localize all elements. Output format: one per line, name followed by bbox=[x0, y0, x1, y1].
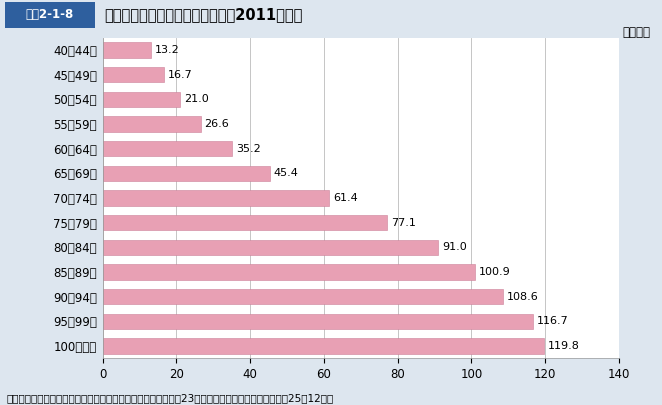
Text: 119.8: 119.8 bbox=[548, 341, 580, 351]
Text: 年齢階級別の１人当たり医療費（2011年度）: 年齢階級別の１人当たり医療費（2011年度） bbox=[105, 7, 303, 22]
Text: 45.4: 45.4 bbox=[274, 168, 299, 178]
Bar bbox=[103, 289, 503, 305]
Bar bbox=[103, 67, 164, 82]
Bar bbox=[103, 166, 270, 181]
Bar bbox=[103, 190, 329, 206]
Text: 91.0: 91.0 bbox=[442, 243, 467, 252]
Text: （万円）: （万円） bbox=[623, 26, 651, 39]
Bar bbox=[103, 264, 475, 280]
Text: 資料：厚生労働省保険局「医療保険に関する基礎資料　～平成23年度の医療費等の状況～」（平成25年12月）: 資料：厚生労働省保険局「医療保険に関する基礎資料 ～平成23年度の医療費等の状況… bbox=[7, 393, 334, 403]
Bar bbox=[103, 215, 387, 230]
Bar bbox=[103, 92, 180, 107]
Bar bbox=[5, 2, 95, 28]
Bar bbox=[103, 141, 232, 156]
Text: 13.2: 13.2 bbox=[155, 45, 180, 55]
Text: 35.2: 35.2 bbox=[236, 144, 261, 153]
Text: 61.4: 61.4 bbox=[333, 193, 357, 203]
Text: 16.7: 16.7 bbox=[168, 70, 193, 80]
Bar bbox=[103, 116, 201, 132]
Bar bbox=[103, 314, 533, 329]
Bar bbox=[103, 43, 152, 58]
Text: 100.9: 100.9 bbox=[479, 267, 510, 277]
Text: 図表2-1-8: 図表2-1-8 bbox=[26, 8, 74, 21]
Bar bbox=[103, 339, 544, 354]
Text: 116.7: 116.7 bbox=[537, 316, 569, 326]
Text: 21.0: 21.0 bbox=[184, 94, 209, 104]
Text: 26.6: 26.6 bbox=[205, 119, 229, 129]
Text: 77.1: 77.1 bbox=[391, 218, 416, 228]
Text: 108.6: 108.6 bbox=[507, 292, 539, 302]
Bar bbox=[103, 240, 438, 255]
